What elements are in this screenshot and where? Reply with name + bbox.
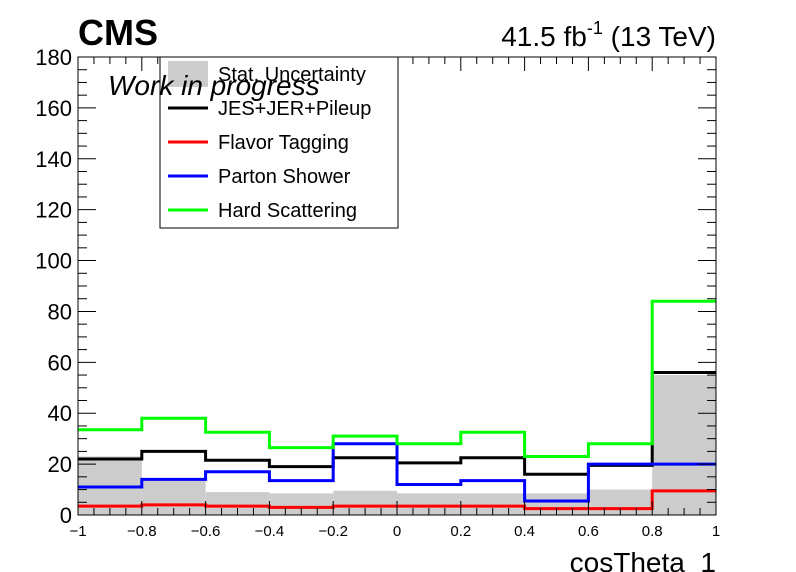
x-tick-label: −0.4 — [255, 523, 285, 540]
y-tick-label: 20 — [48, 452, 72, 477]
hard-scattering-line — [78, 299, 716, 458]
energy-label — [603, 21, 611, 52]
y-tick-label: 140 — [35, 147, 72, 172]
flavor-tagging-legend-label: Flavor Tagging — [218, 132, 349, 154]
hard-scattering-legend-label: Hard Scattering — [218, 200, 357, 222]
energy-value: (13 TeV) — [611, 21, 716, 52]
x-tick-label: 0.2 — [450, 523, 471, 540]
stat-uncertainty-legend-swatch — [168, 61, 208, 87]
y-tick-label: 0 — [60, 503, 72, 528]
stat-uncertainty-bin-9 — [652, 375, 716, 515]
x-tick-label: 0.4 — [514, 523, 535, 540]
x-axis-label: cosTheta_1 — [570, 547, 716, 572]
y-tick-label: 80 — [48, 299, 72, 324]
x-tick-label: −0.2 — [318, 523, 348, 540]
axis-tick-labels: −1 −0.8 −0.6 −0.4 −0.2 0 0.2 0.4 0.6 0.8 1 0 20 40 60 8… — [35, 45, 720, 540]
x-tick-label: −1 — [69, 523, 86, 540]
luminosity-label: 41.5 fb-1 (13 TeV) — [501, 18, 716, 52]
y-tick-label: 40 — [48, 401, 72, 426]
lumi-value: 41.5 fb — [501, 21, 587, 52]
x-tick-label: 0.6 — [578, 523, 599, 540]
legend: Stat. Uncertainty JES+JER+Pileup Flavor Ta… — [159, 56, 399, 229]
status-label: Work in progress — [108, 70, 320, 101]
x-tick-label: 1 — [712, 523, 720, 540]
y-tick-label: 120 — [35, 198, 72, 223]
series-lines — [78, 299, 716, 511]
x-tick-label: 0.8 — [642, 523, 663, 540]
y-tick-label: 160 — [35, 96, 72, 121]
x-tick-label: −0.6 — [191, 523, 221, 540]
parton-shower-legend-label: Parton Shower — [218, 166, 351, 188]
jes-jer-pileup-legend-label: JES+JER+Pileup — [218, 98, 371, 120]
stat-uncertainty-legend-label: Stat. Uncertainty — [218, 64, 366, 86]
lumi-exponent: -1 — [587, 18, 603, 38]
experiment-label: CMS — [78, 12, 158, 53]
y-tick-label: 100 — [35, 249, 72, 274]
y-tick-label: 180 — [35, 45, 72, 70]
y-tick-label: 60 — [48, 350, 72, 375]
x-tick-label: 0 — [393, 523, 401, 540]
x-tick-label: −0.8 — [127, 523, 157, 540]
